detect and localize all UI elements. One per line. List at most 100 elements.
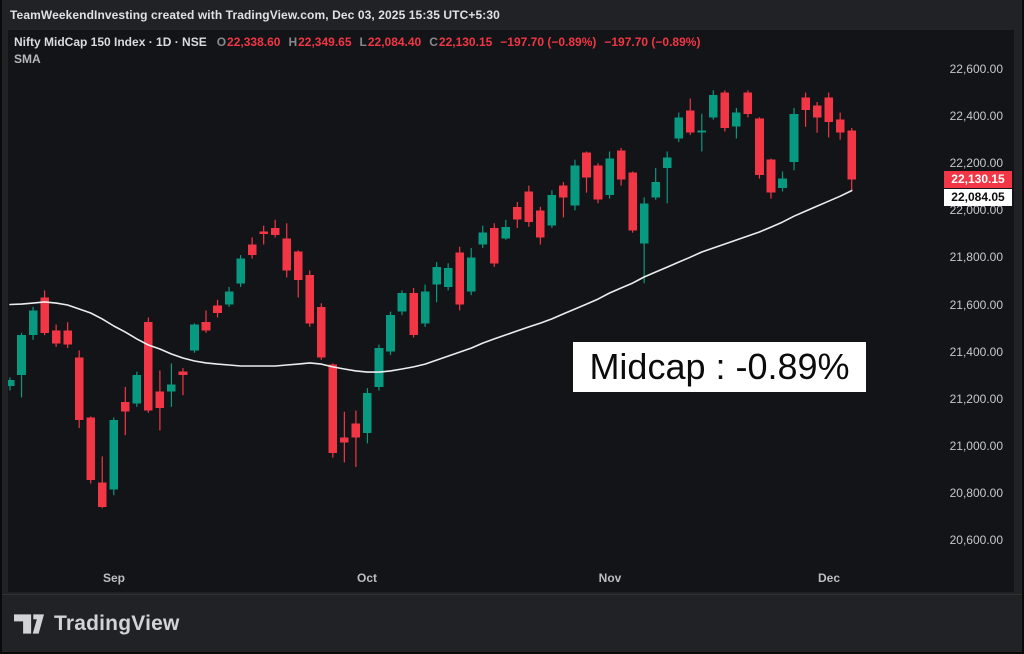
candle-body	[513, 206, 522, 220]
candle-body	[835, 119, 845, 133]
legend-row-indicator: SMA	[14, 52, 708, 66]
candle-body	[8, 379, 15, 386]
low-label: L	[359, 35, 367, 49]
candle-body	[455, 252, 464, 305]
candle-body	[386, 315, 395, 352]
price-axis-label: 22,400.00	[949, 109, 1003, 123]
candle-body	[755, 118, 764, 175]
candle-body	[685, 110, 695, 133]
close-label: C	[429, 35, 438, 49]
last-price-badge: 22,130.15	[944, 171, 1012, 188]
candle-body	[409, 292, 418, 336]
low-value: 22,084.40	[367, 35, 422, 49]
candle-body	[559, 185, 568, 198]
change-value: −197.70 (−0.89%)	[500, 35, 597, 49]
price-axis-label: 22,000.00	[949, 203, 1003, 217]
candle-body	[536, 210, 545, 238]
attribution-text: TeamWeekendInvesting created with Tradin…	[10, 8, 500, 22]
candle-body	[259, 231, 268, 234]
sma-line	[9, 189, 853, 373]
candle-body	[593, 165, 603, 200]
candle-body	[293, 251, 303, 280]
price-axis-label: 21,400.00	[949, 345, 1003, 359]
candle-body	[397, 292, 407, 312]
price-axis-label: 22,600.00	[949, 62, 1003, 76]
candle-body	[178, 371, 188, 376]
candle-body	[144, 322, 153, 411]
candle-body	[766, 159, 776, 193]
candlestick-chart[interactable]	[8, 30, 1014, 592]
sma-indicator-label: SMA	[14, 52, 41, 66]
candle-body	[524, 191, 534, 223]
candle-body	[121, 402, 130, 412]
legend-row-symbol: Nifty MidCap 150 Index · 1D · NSE O 22,3…	[14, 35, 708, 49]
candle-body	[351, 423, 361, 438]
candle-body	[51, 330, 61, 344]
candle-body	[709, 95, 718, 118]
midcap-change-label: Midcap : -0.89%	[573, 342, 866, 392]
candle-body	[778, 178, 787, 188]
change-value-repeat: −197.70 (−0.89%)	[604, 35, 701, 49]
candle-body	[732, 112, 741, 127]
candle-body	[582, 152, 591, 178]
candle-body	[201, 322, 211, 331]
candle-body	[97, 482, 107, 507]
open-label: O	[216, 35, 227, 49]
candle-body	[132, 375, 142, 404]
candle-body	[317, 306, 326, 358]
candle-body	[432, 266, 441, 285]
candle-body	[340, 437, 349, 443]
candle-body	[167, 384, 176, 392]
candle-body	[616, 150, 626, 180]
candle-body	[605, 158, 614, 196]
candle-body	[789, 113, 799, 163]
candle-body	[812, 105, 822, 118]
candle-body	[17, 335, 26, 376]
price-axis[interactable]: 22,600.00 22,400.00 22,200.00 22,000.00 21,8…	[934, 30, 1014, 592]
candle-body	[224, 291, 234, 305]
candle-body	[109, 419, 119, 490]
time-axis[interactable]: Sep Oct Nov Dec	[8, 571, 938, 589]
candle-body	[374, 348, 384, 387]
candle-body	[236, 258, 245, 284]
candle-body	[651, 182, 660, 198]
candle-body	[328, 364, 338, 453]
candle-body	[847, 130, 856, 180]
candle-body	[190, 324, 199, 351]
candle-body	[247, 244, 257, 256]
price-axis-label: 20,600.00	[949, 533, 1003, 547]
candle-body	[478, 232, 488, 245]
time-axis-label: Dec	[817, 571, 841, 585]
candle-body	[824, 97, 833, 122]
candle-body	[74, 357, 84, 420]
candle-body	[801, 97, 810, 111]
candle-body	[639, 203, 649, 244]
attribution-bar: TeamWeekendInvesting created with Tradin…	[2, 0, 1022, 30]
candle-body	[743, 92, 753, 114]
candle-body	[720, 92, 730, 128]
candle-body	[40, 297, 49, 333]
high-value: 22,349.65	[298, 35, 352, 49]
price-axis-label: 21,800.00	[949, 250, 1003, 264]
chart-widget[interactable]: Nifty MidCap 150 Index · 1D · NSE O 22,3…	[8, 30, 1014, 592]
price-axis-label: 20,800.00	[949, 486, 1003, 500]
candle-body	[697, 130, 707, 133]
candle-body	[674, 117, 684, 139]
time-axis-label: Sep	[102, 571, 126, 585]
candle-body	[270, 228, 280, 236]
open-value: 22,338.60	[227, 35, 281, 49]
candle-body	[501, 226, 511, 239]
candle-body	[547, 195, 557, 226]
price-axis-label: 21,600.00	[949, 298, 1003, 312]
chart-legend: Nifty MidCap 150 Index · 1D · NSE O 22,3…	[14, 35, 708, 66]
candle-body	[489, 228, 499, 264]
tradingview-logo-link[interactable]: TradingView	[14, 612, 180, 636]
candle-body	[63, 330, 72, 345]
close-value: 22,130.15	[438, 35, 493, 49]
time-axis-label: Nov	[598, 571, 622, 585]
midcap-change-text: Midcap : -0.89%	[589, 346, 850, 387]
candle-body	[662, 157, 672, 168]
price-axis-label: 21,200.00	[949, 392, 1003, 406]
tradingview-brand-text: TradingView	[54, 611, 180, 635]
candle-body	[213, 305, 222, 313]
